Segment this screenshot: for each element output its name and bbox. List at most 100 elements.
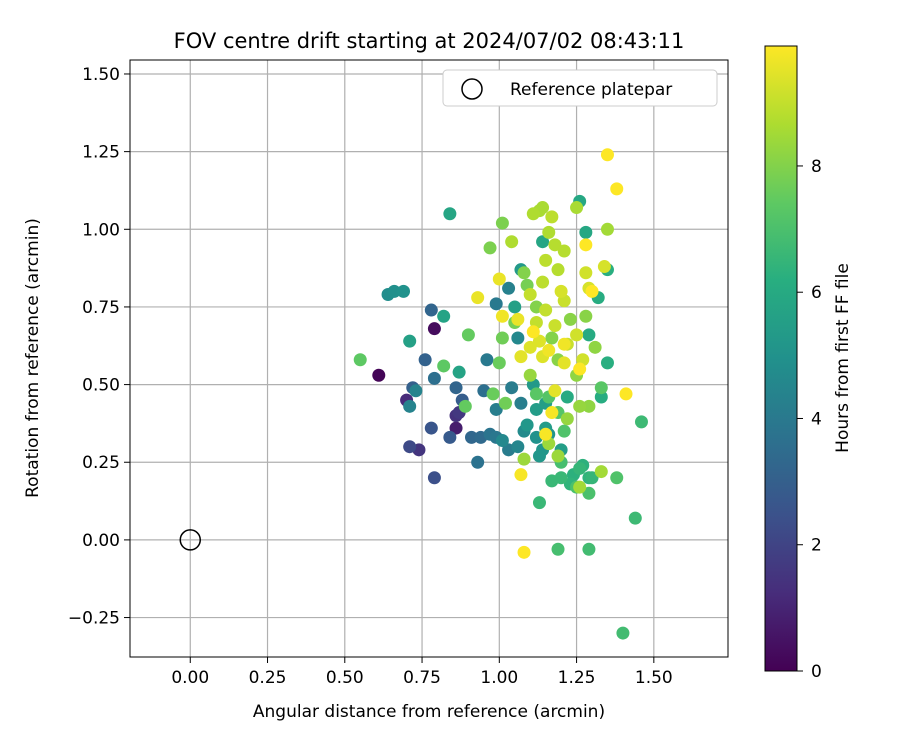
data-point bbox=[523, 288, 537, 302]
y-tick-label: −0.25 bbox=[68, 609, 120, 629]
colorbar-tick-label: 0 bbox=[811, 662, 822, 682]
data-point bbox=[585, 471, 599, 485]
data-point bbox=[511, 312, 525, 326]
data-point bbox=[529, 402, 543, 416]
data-point bbox=[551, 263, 565, 277]
data-point bbox=[486, 387, 500, 401]
data-point bbox=[582, 328, 596, 342]
data-point bbox=[403, 440, 417, 454]
y-axis-ticks: −0.25 0.00 0.25 0.50 0.75 1.00 1.25 1.50 bbox=[68, 65, 130, 629]
data-point bbox=[545, 406, 559, 420]
data-point bbox=[372, 368, 386, 382]
data-point bbox=[616, 626, 630, 640]
y-tick-label: 0.50 bbox=[82, 376, 120, 396]
data-point bbox=[424, 303, 438, 317]
data-point bbox=[548, 384, 562, 398]
data-point bbox=[570, 328, 584, 342]
data-point bbox=[517, 545, 531, 559]
data-point bbox=[489, 402, 503, 416]
data-point bbox=[514, 350, 528, 364]
x-axis-label: Angular distance from reference (arcmin) bbox=[253, 702, 605, 722]
data-point bbox=[353, 353, 367, 367]
y-tick-label: 0.75 bbox=[82, 298, 120, 318]
data-point bbox=[449, 381, 463, 395]
data-point bbox=[498, 396, 512, 410]
data-point bbox=[495, 331, 509, 345]
chart-title: FOV centre drift starting at 2024/07/02 … bbox=[174, 29, 685, 53]
data-point bbox=[557, 356, 571, 370]
colorbar-tick-label: 6 bbox=[811, 283, 822, 303]
data-point bbox=[588, 340, 602, 354]
y-tick-label: 1.00 bbox=[82, 220, 120, 240]
x-tick-label: 0.00 bbox=[171, 668, 209, 688]
data-point bbox=[443, 207, 457, 221]
data-point bbox=[573, 461, 587, 475]
data-point bbox=[526, 207, 540, 221]
plot-frame bbox=[129, 59, 729, 658]
data-point bbox=[610, 471, 624, 485]
data-point bbox=[551, 542, 565, 556]
data-point bbox=[437, 309, 451, 323]
legend: Reference platepar bbox=[442, 69, 718, 107]
y-tick-label: 1.50 bbox=[82, 65, 120, 85]
data-point bbox=[495, 309, 509, 323]
data-point bbox=[471, 455, 485, 469]
data-point bbox=[427, 471, 441, 485]
data-point bbox=[539, 253, 553, 267]
data-point bbox=[594, 381, 608, 395]
x-tick-label: 1.00 bbox=[480, 668, 518, 688]
data-point bbox=[573, 399, 587, 413]
x-tick-label: 0.75 bbox=[403, 668, 441, 688]
y-axis-label: Rotation from reference (arcmin) bbox=[23, 218, 43, 498]
data-point bbox=[579, 309, 593, 323]
data-point bbox=[536, 275, 550, 289]
data-point bbox=[397, 284, 411, 298]
data-point bbox=[551, 449, 565, 463]
data-point bbox=[634, 415, 648, 429]
data-point bbox=[582, 486, 596, 500]
data-point bbox=[492, 356, 506, 370]
data-point bbox=[461, 328, 475, 342]
reference-platepar-marker bbox=[179, 529, 202, 551]
data-point bbox=[495, 216, 509, 230]
data-point bbox=[480, 353, 494, 367]
data-point bbox=[505, 235, 519, 249]
colorbar-tick-label: 8 bbox=[811, 157, 822, 177]
data-point bbox=[514, 468, 528, 482]
data-points bbox=[353, 148, 648, 640]
x-tick-label: 1.25 bbox=[558, 668, 596, 688]
colorbar-ticks: 0 2 4 6 8 bbox=[797, 157, 822, 682]
data-point bbox=[548, 319, 562, 333]
data-point bbox=[560, 412, 574, 426]
data-point bbox=[545, 331, 559, 345]
data-point bbox=[403, 334, 417, 348]
data-point bbox=[387, 284, 401, 298]
y-tick-label: 0.25 bbox=[82, 453, 120, 473]
data-point bbox=[449, 421, 463, 435]
data-point bbox=[529, 387, 543, 401]
data-point bbox=[418, 353, 432, 367]
data-point bbox=[517, 266, 531, 280]
data-point bbox=[539, 427, 553, 441]
colorbar: 0 2 4 6 8 Hours from first FF file bbox=[764, 45, 853, 682]
data-point bbox=[495, 434, 509, 448]
data-point bbox=[403, 399, 417, 413]
data-point bbox=[409, 384, 423, 398]
data-point bbox=[502, 281, 516, 295]
data-point bbox=[600, 222, 614, 236]
data-point bbox=[511, 331, 525, 345]
data-point bbox=[424, 421, 438, 435]
data-point bbox=[560, 390, 574, 404]
data-point bbox=[628, 511, 642, 525]
data-point bbox=[523, 340, 537, 354]
data-point bbox=[594, 465, 608, 479]
data-point bbox=[557, 424, 571, 438]
data-point bbox=[585, 284, 599, 298]
data-point bbox=[539, 303, 553, 317]
legend-box bbox=[442, 69, 718, 107]
data-point bbox=[542, 343, 556, 357]
y-tick-label: 1.25 bbox=[82, 143, 120, 163]
data-point bbox=[471, 291, 485, 305]
data-point bbox=[532, 496, 546, 510]
data-point bbox=[582, 399, 596, 413]
